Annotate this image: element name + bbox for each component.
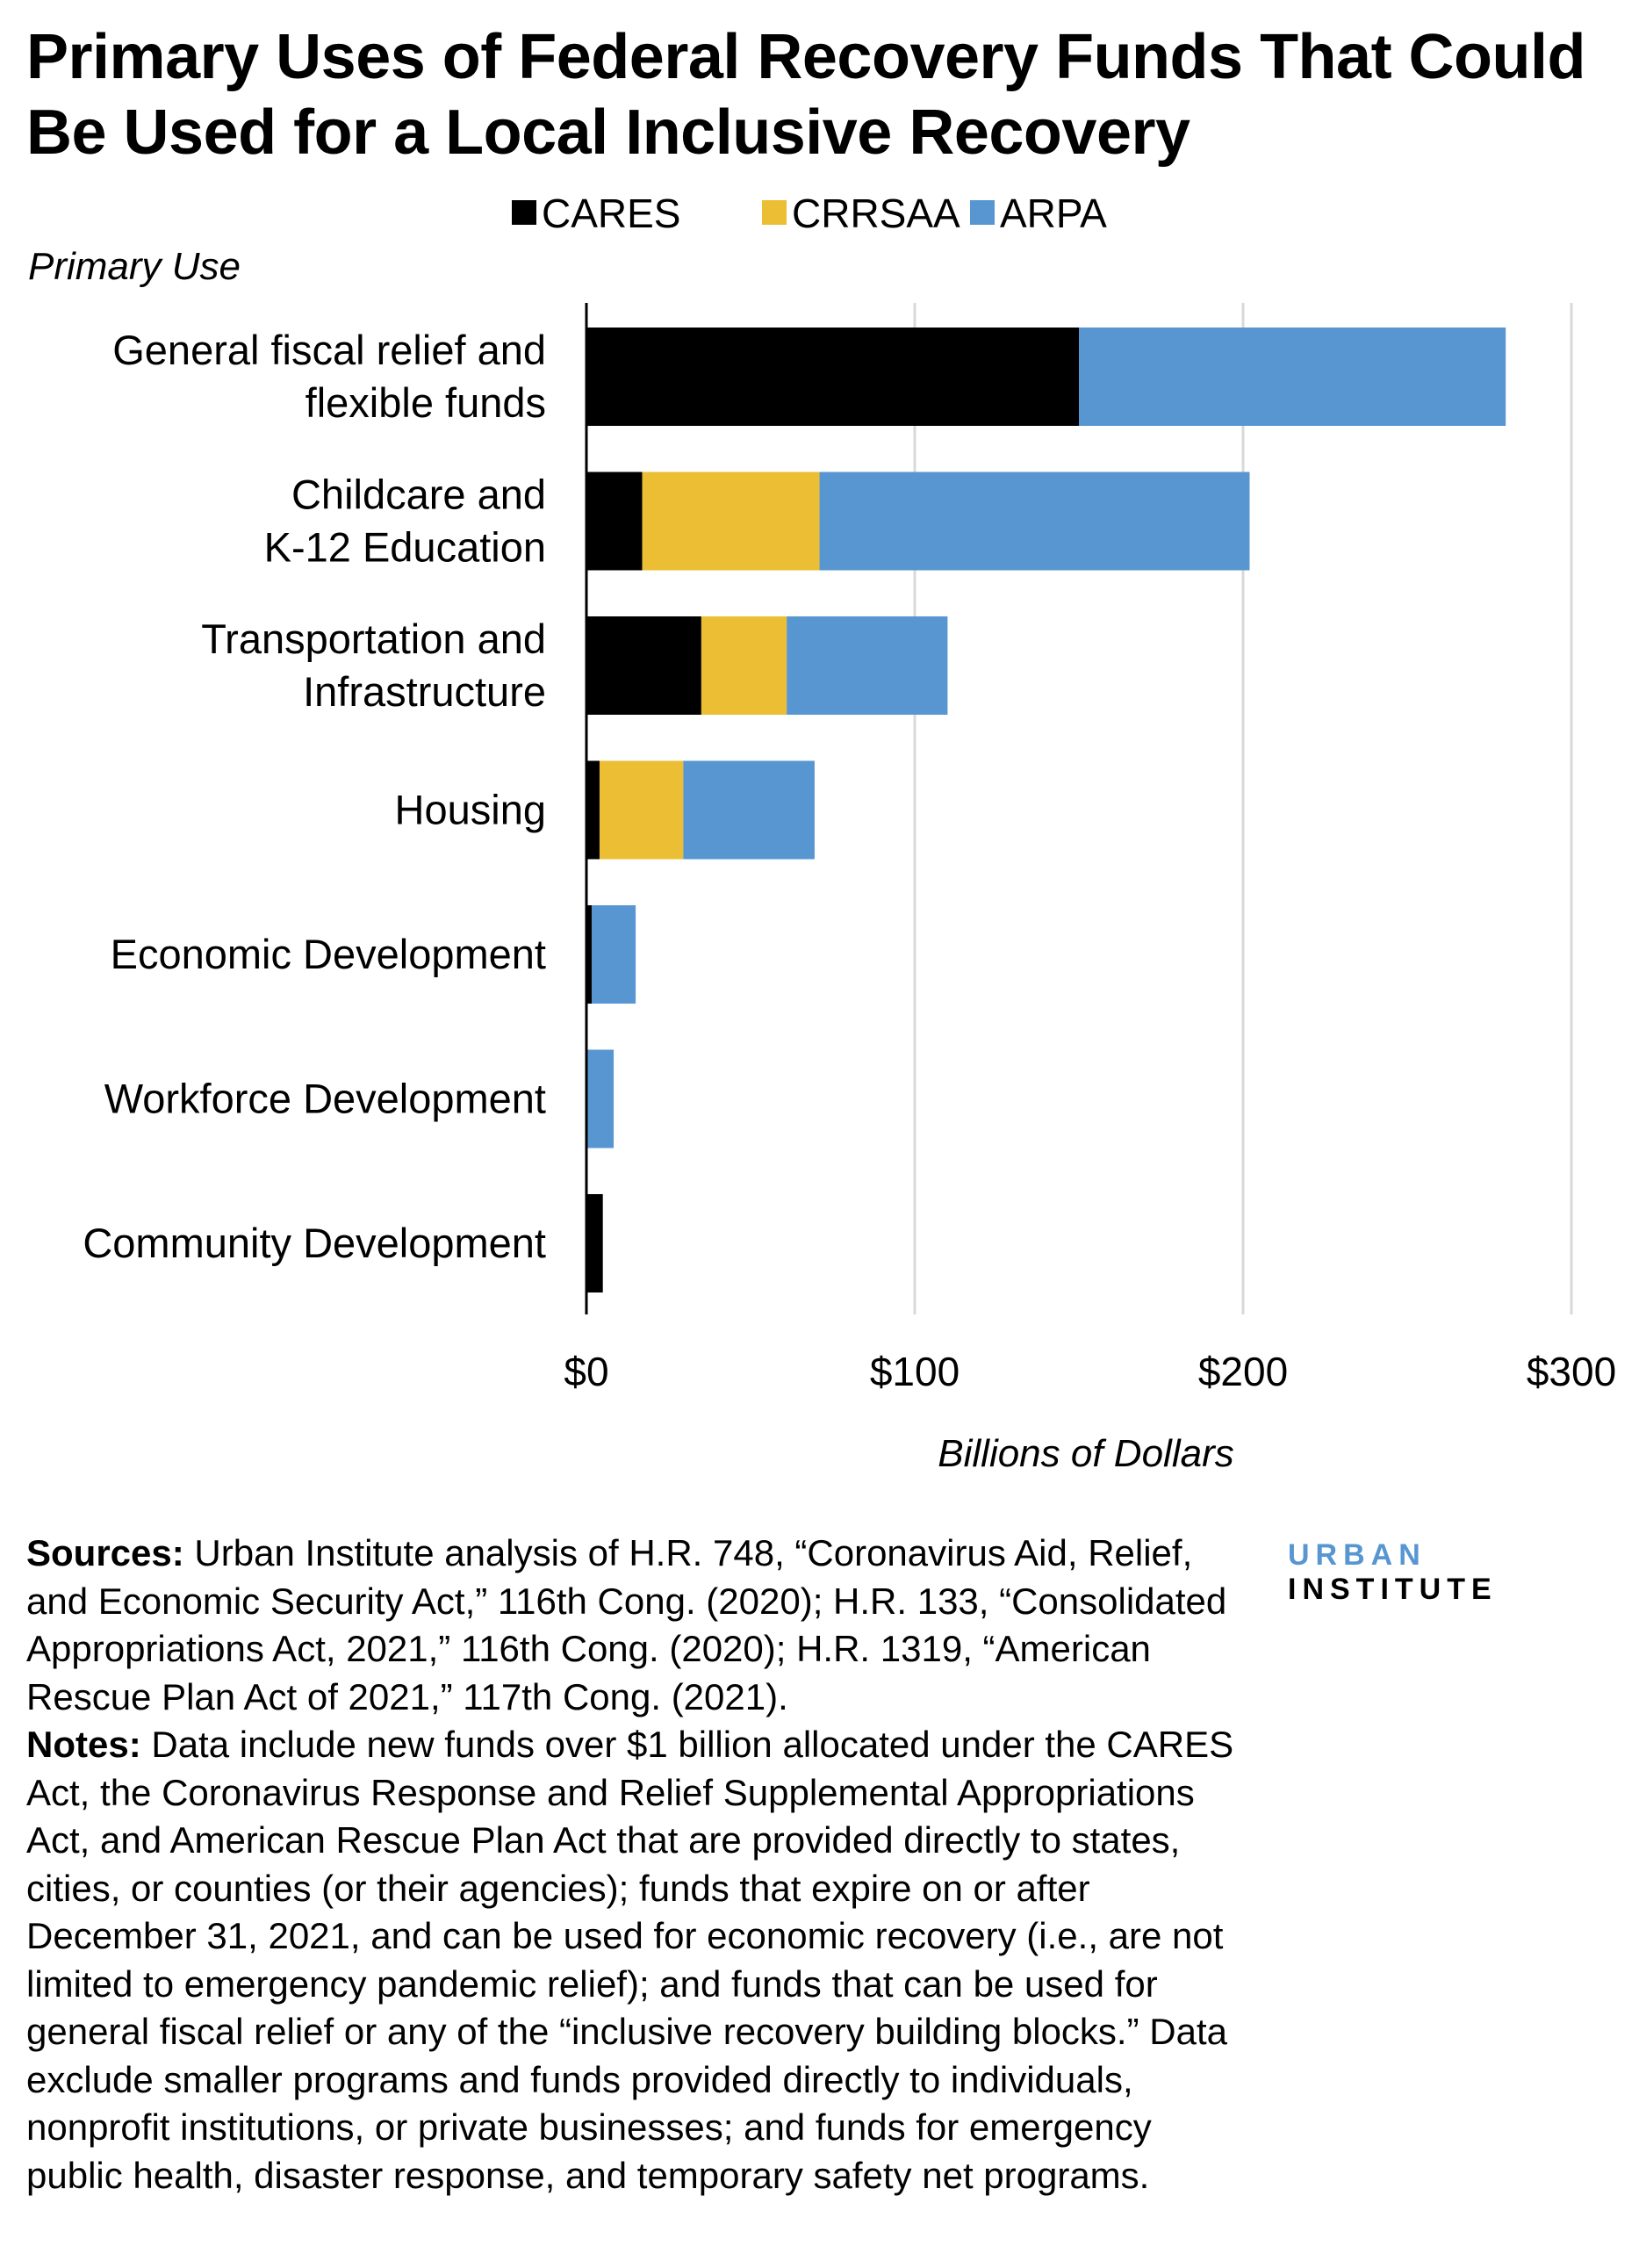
bar-arpa [787,616,948,715]
notes-block: Sources: Urban Institute analysis of H.R… [26,1530,1255,2200]
bar-cares [586,472,643,571]
bar-crrsaa [599,760,684,860]
x-tick-label: $300 [1527,1349,1616,1394]
legend-swatch-crrsaa [762,200,787,225]
sources-text: Urban Institute analysis of H.R. 748, “C… [26,1532,1227,1717]
bar-crrsaa [701,616,787,715]
sources-label: Sources: [26,1532,184,1573]
legend-swatch-arpa [970,200,995,225]
category-label: Childcare and [291,472,546,518]
bar-cares [586,616,701,715]
bar-arpa [591,905,636,1004]
legend-swatch-cares [512,200,536,225]
category-label: flexible funds [305,379,546,426]
sources-paragraph: Sources: Urban Institute analysis of H.R… [26,1530,1255,1721]
bar-cares [586,905,592,1004]
category-label: General fiscal relief and [112,327,546,373]
bar-arpa [683,760,815,860]
bar-cares [586,760,600,860]
gridlines [913,303,1573,1314]
x-tick-label: $100 [870,1349,960,1394]
bar-arpa [1079,328,1506,426]
bar-arpa [819,472,1250,571]
bars [586,328,1506,1292]
category-label: Infrastructure [303,668,546,715]
notes-text: Data include new funds over $1 billion a… [26,1724,1234,2196]
x-tick-label: $200 [1198,1349,1288,1394]
category-label: Transportation and [201,616,546,662]
x-axis-title: Billions of Dollars [938,1432,1233,1475]
bar-cares [586,1194,603,1292]
x-tick-label: $0 [564,1349,608,1394]
category-label: Community Development [83,1220,546,1266]
category-label: Housing [395,787,546,833]
bar-cares [586,328,1079,426]
category-label: Workforce Development [104,1076,546,1122]
category-label: Economic Development [111,931,546,977]
legend-label: CRRSAA [792,191,960,236]
category-label: K-12 Education [264,524,546,571]
category-labels: General fiscal relief and flexible funds C… [83,327,546,1266]
x-tick-labels: $0 $100 $200 $300 [564,1349,1616,1394]
legend-label: ARPA [1000,191,1107,236]
notes-paragraph: Notes: Data include new funds over $1 bi… [26,1721,1255,2200]
legend: CARES CRRSAA ARPA [512,191,1107,236]
notes-label: Notes: [26,1724,141,1765]
urban-institute-logo: URBAN INSTITUTE [1288,1538,1498,1606]
bar-arpa [586,1049,615,1148]
y-axis-title: Primary Use [28,245,241,288]
legend-label: CARES [542,191,680,236]
chart: CARES CRRSAA ARPA Primary Use $0 $100 $200 $3… [28,191,1616,1475]
chart-title: Primary Uses of Federal Recovery Funds T… [26,22,1586,168]
bar-crrsaa [642,472,820,571]
